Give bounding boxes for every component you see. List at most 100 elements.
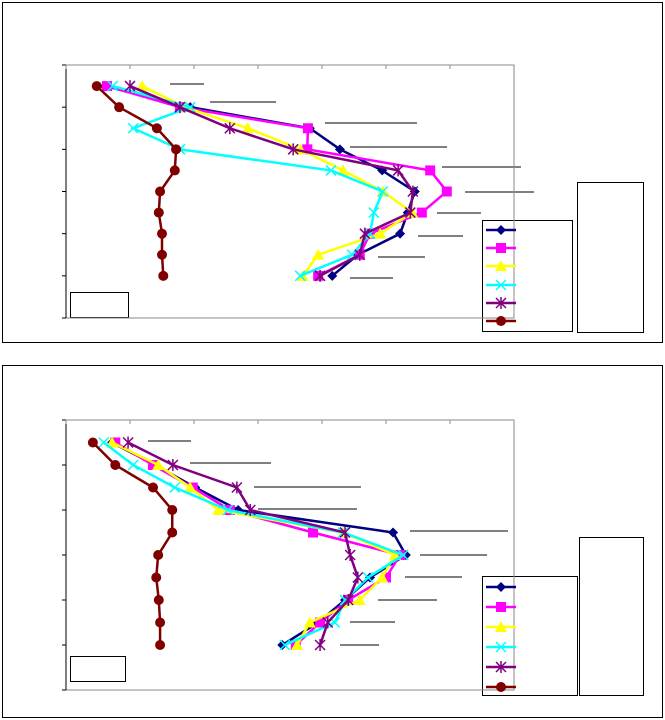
marker	[342, 594, 354, 606]
marker	[308, 527, 319, 538]
marker	[303, 616, 316, 628]
marker	[171, 144, 182, 155]
marker	[406, 206, 419, 218]
marker	[327, 270, 338, 281]
marker	[153, 207, 164, 218]
series-line	[129, 84, 415, 277]
marker	[359, 227, 371, 240]
marker	[222, 504, 234, 516]
marker	[416, 207, 427, 218]
marker	[312, 248, 325, 260]
marker	[354, 248, 366, 261]
series-line	[111, 441, 408, 647]
marker	[155, 617, 166, 628]
marker	[151, 572, 162, 583]
marker	[158, 270, 169, 281]
marker	[388, 527, 399, 538]
marker	[376, 571, 389, 583]
marker	[124, 80, 136, 93]
marker	[352, 571, 364, 584]
marker	[106, 436, 119, 448]
marker	[334, 144, 345, 155]
legend-marker	[496, 243, 506, 253]
chart-frame	[2, 365, 663, 718]
marker	[153, 595, 164, 605]
marker	[337, 164, 350, 176]
marker	[302, 123, 313, 134]
marker	[152, 459, 165, 470]
marker	[294, 270, 306, 282]
legend	[482, 576, 578, 696]
legend-marker	[495, 621, 507, 632]
marker	[91, 81, 102, 92]
marker	[157, 228, 167, 239]
marker	[339, 526, 351, 539]
marker	[167, 459, 179, 471]
marker	[127, 459, 139, 471]
marker	[425, 165, 436, 176]
marker	[155, 186, 166, 197]
marker	[407, 185, 419, 198]
marker	[167, 527, 178, 538]
marker	[157, 249, 167, 260]
marker	[98, 436, 110, 449]
marker	[169, 165, 180, 176]
empty-box	[577, 182, 644, 333]
marker	[122, 436, 134, 449]
marker	[395, 228, 406, 239]
marker	[344, 549, 356, 561]
series-line	[111, 441, 397, 646]
series-line	[127, 441, 360, 646]
marker	[148, 482, 159, 493]
series-line	[95, 85, 178, 276]
marker	[397, 549, 409, 561]
marker	[136, 80, 149, 92]
marker	[184, 481, 197, 493]
legend-marker	[496, 582, 506, 592]
legend-marker	[496, 682, 506, 692]
marker	[314, 269, 326, 282]
legend-marker	[495, 279, 507, 291]
marker	[148, 460, 159, 470]
series-line	[106, 84, 449, 277]
marker	[441, 186, 452, 197]
marker	[231, 481, 243, 494]
empty-box	[579, 537, 644, 696]
chart-frame	[2, 2, 663, 343]
marker	[127, 122, 139, 134]
legend	[482, 220, 573, 332]
marker	[101, 81, 112, 92]
marker	[315, 617, 326, 628]
marker	[107, 80, 119, 92]
empty-box	[70, 292, 129, 318]
marker	[174, 101, 186, 114]
marker	[241, 122, 254, 134]
marker	[155, 640, 166, 650]
marker	[322, 616, 334, 629]
legend-marker	[496, 225, 506, 235]
marker	[392, 164, 404, 177]
legend-marker	[495, 641, 507, 653]
marker	[362, 571, 374, 584]
marker	[353, 594, 366, 605]
marker	[368, 207, 380, 219]
series-line	[141, 84, 415, 277]
marker	[277, 640, 288, 650]
marker	[212, 504, 225, 515]
legend-marker	[495, 260, 507, 271]
series-line	[91, 441, 174, 645]
marker	[314, 639, 326, 651]
marker	[287, 143, 299, 156]
marker	[244, 504, 256, 516]
legend-marker	[495, 661, 507, 673]
empty-box	[70, 656, 126, 682]
marker	[381, 572, 391, 583]
series-line	[114, 441, 403, 646]
legend-marker	[495, 297, 507, 309]
leader-lines	[148, 83, 534, 646]
marker	[302, 144, 313, 155]
marker	[279, 639, 291, 651]
marker	[313, 270, 324, 281]
marker	[110, 460, 121, 470]
